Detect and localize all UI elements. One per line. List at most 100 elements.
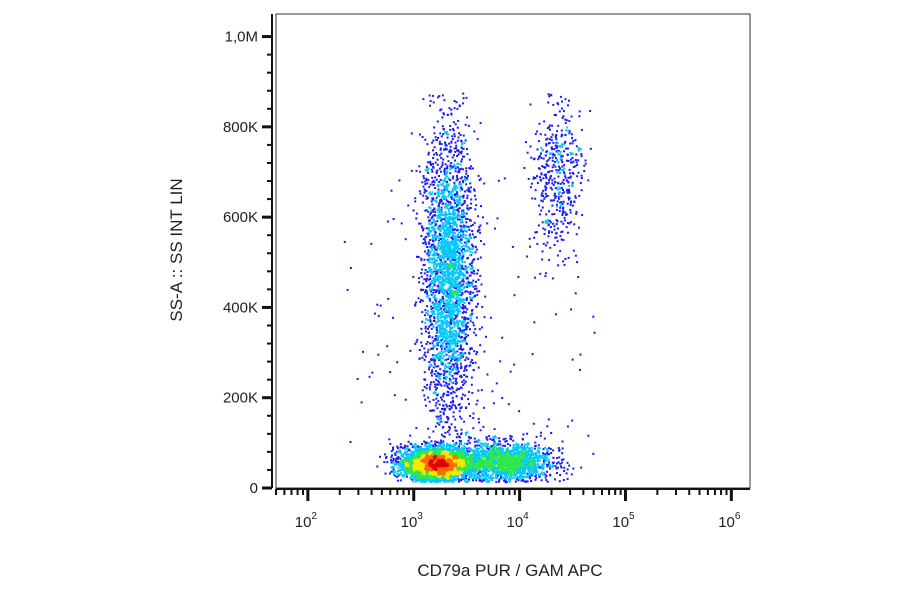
event-dot [422,474,425,477]
event-dot [464,175,467,178]
event-dot [402,465,405,468]
event-dot [397,455,400,458]
event-dot [450,444,453,447]
event-dot [395,457,398,460]
event-dot [479,256,482,259]
event-dot [431,477,434,480]
event-dot [447,213,450,216]
event-dot [413,466,416,469]
event-dot [461,393,464,396]
event-dot [406,466,409,469]
event-dot [452,128,455,130]
event-dot [459,234,462,237]
event-dot [422,450,425,453]
event-dot [449,479,452,482]
event-dot [441,335,444,338]
event-dot [435,344,438,347]
event-dot [453,286,456,289]
event-dot [452,268,455,270]
event-dot [435,478,438,481]
event-dot [384,472,387,475]
event-dot [443,167,446,170]
event-dot [450,471,453,474]
event-dot [453,100,456,102]
event-dot [425,177,428,180]
event-dot [424,458,427,461]
event-dot [462,464,465,467]
event-dot [423,448,426,450]
event-dot [404,448,406,451]
event-dot [415,466,418,469]
event-dot [440,143,443,145]
event-dot [452,197,455,200]
event-dot [452,475,455,478]
event-dot [451,472,454,475]
event-dot [411,462,414,465]
event-dot [430,440,433,443]
event-dot [458,403,461,406]
event-dot [434,462,437,465]
event-dot [465,326,468,329]
event-dot [468,188,471,191]
event-dot [390,456,393,459]
event-dot [464,380,467,383]
event-dot [435,480,438,483]
event-dot [454,418,457,421]
event-dot [452,449,454,452]
event-dot [394,460,397,463]
event-dot [442,468,445,471]
event-dot [423,454,426,457]
event-dot [463,369,466,372]
event-dot [433,214,436,217]
event-dot [454,380,457,383]
event-dot [460,398,463,401]
event-dot [415,461,418,464]
event-dot [473,221,476,224]
event-dot [465,96,468,99]
event-dot [416,477,419,480]
event-dot [447,194,450,197]
event-dot [442,452,445,455]
event-dot [435,302,438,305]
event-dot [471,167,474,170]
event-dot [410,469,413,472]
event-dot [471,268,474,271]
event-dot [441,455,444,458]
event-dot [466,178,469,181]
event-dot [458,467,461,470]
event-dot [417,464,420,467]
event-dot [441,211,444,213]
event-dot [408,470,411,473]
event-dot [440,319,443,322]
event-dot [435,450,438,453]
event-dot [434,444,437,447]
event-dot [434,440,437,443]
event-dot [404,451,407,454]
event-dot [433,263,436,265]
event-dot [460,366,463,369]
event-dot [442,305,445,308]
event-dot [420,469,423,472]
event-dot [449,260,452,262]
event-dot [451,353,454,356]
event-dot [465,335,468,338]
event-dot [447,394,450,397]
event-dot [383,453,386,456]
event-dot [412,480,415,483]
event-dot [428,453,431,455]
event-dot [436,465,439,468]
event-dot [411,463,414,466]
event-dot [427,480,430,483]
event-dot [443,480,446,483]
event-dot [449,330,452,333]
event-dot [424,278,427,281]
event-dot [445,469,448,472]
event-dot [393,473,395,476]
event-dot [433,461,436,464]
event-dot [434,476,437,479]
event-dot [469,190,472,193]
event-dot [436,462,439,465]
event-dot [448,443,451,446]
event-dot [468,228,471,231]
event-dot [426,182,429,185]
